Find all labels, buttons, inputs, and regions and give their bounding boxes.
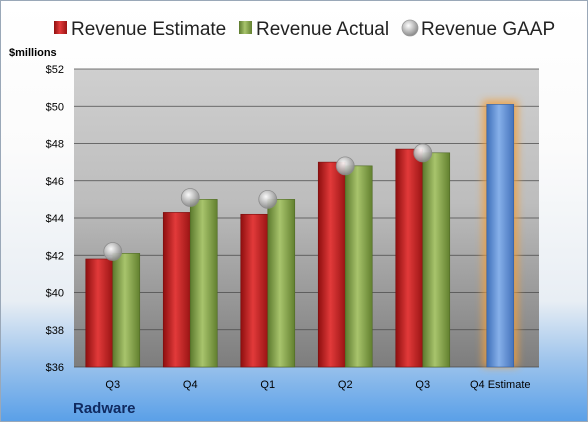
bars (85, 100, 518, 368)
legend-label-gaap: Revenue GAAP (421, 19, 555, 40)
legend-label-estimate: Revenue Estimate (71, 19, 226, 40)
legend-label-actual: Revenue Actual (256, 19, 389, 40)
y-axis-unit-label: $millions (9, 47, 57, 59)
y-tick-label: $48 (46, 139, 64, 151)
y-tick-label: $38 (46, 325, 64, 337)
gaap-marker (258, 189, 278, 209)
bar-actual (344, 165, 373, 368)
y-tick-label: $52 (46, 64, 64, 76)
y-tick-label: $40 (46, 288, 64, 300)
gaap-marker (413, 143, 433, 163)
legend-marker-gaap (401, 19, 419, 37)
y-tick-label: $50 (46, 101, 64, 113)
gaap-marker (103, 242, 123, 261)
legend: Revenue Estimate Revenue Actual Revenue … (54, 19, 555, 40)
company-name: Radware (73, 400, 136, 417)
gaap-marker (335, 156, 355, 176)
bar-estimate (85, 258, 114, 368)
bar-estimate (317, 161, 346, 368)
gridlines (74, 68, 539, 368)
bar-actual (112, 253, 141, 368)
x-tick-label: Q4 (183, 379, 198, 391)
bar-estimate (395, 148, 424, 368)
x-tick-label: Q4 Estimate (470, 379, 531, 391)
bar-actual (267, 199, 296, 368)
bar-actual (422, 152, 451, 368)
x-tick-label: Q3 (105, 379, 120, 391)
bar-estimate (240, 213, 269, 368)
x-tick-label: Q2 (338, 379, 353, 391)
bar-estimate (162, 212, 191, 368)
x-axis-ticks: Q3 Q4 Q1 Q2 Q3 Q4 Estimate (105, 379, 530, 391)
legend-swatch-estimate (54, 21, 67, 34)
bar-actual (189, 199, 218, 368)
x-tick-label: Q1 (260, 379, 275, 391)
gaap-marker (180, 188, 200, 207)
y-axis-ticks: $36 $38 $40 $42 $44 $46 $48 $50 $52 (46, 64, 64, 374)
y-tick-label: $36 (46, 362, 64, 374)
y-tick-label: $42 (46, 250, 64, 262)
bar-estimate-forecast (486, 104, 515, 368)
y-tick-label: $44 (46, 213, 64, 225)
y-tick-label: $46 (46, 176, 64, 188)
x-tick-label: Q3 (415, 379, 430, 391)
legend-swatch-actual (239, 21, 252, 34)
